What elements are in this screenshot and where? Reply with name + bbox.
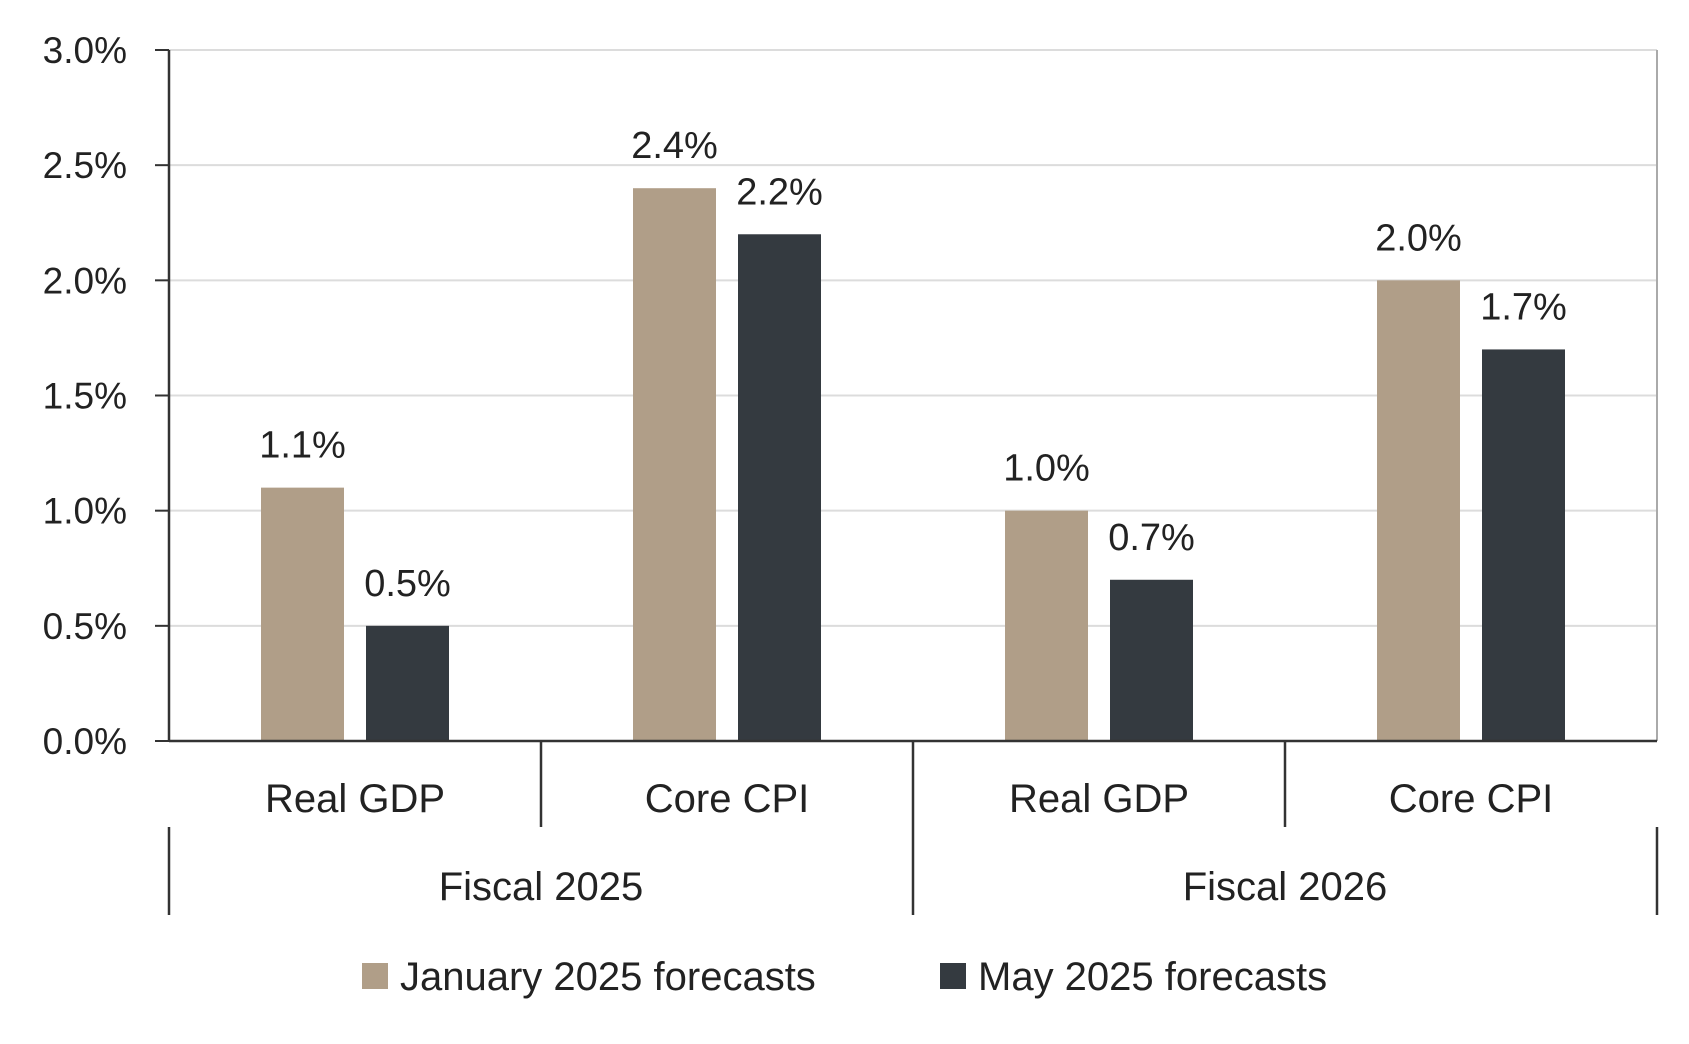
data-label: 0.7% xyxy=(1108,517,1195,559)
bar-january-3 xyxy=(1377,280,1460,741)
bar-january-1 xyxy=(633,188,716,741)
y-tick-label: 0.0% xyxy=(43,721,127,762)
legend-swatch xyxy=(362,963,388,989)
category-label: Core CPI xyxy=(1389,777,1554,821)
category-label: Real GDP xyxy=(265,777,445,821)
bar-may-3 xyxy=(1482,349,1565,741)
group-label: Fiscal 2025 xyxy=(439,865,644,909)
bar-may-2 xyxy=(1110,579,1193,741)
legend-item-may: May 2025 forecasts xyxy=(940,955,1327,999)
bar-january-0 xyxy=(261,487,344,741)
data-label: 1.0% xyxy=(1003,448,1090,490)
bar-january-2 xyxy=(1005,510,1088,741)
bar-may-1 xyxy=(738,234,821,741)
y-tick-label: 1.0% xyxy=(43,491,127,532)
bar-may-0 xyxy=(366,625,449,741)
data-label: 1.1% xyxy=(259,425,346,467)
legend-label: January 2025 forecasts xyxy=(400,955,816,999)
category-label: Real GDP xyxy=(1009,777,1189,821)
data-label: 2.4% xyxy=(631,125,718,167)
data-label: 2.0% xyxy=(1375,217,1462,259)
group-label: Fiscal 2026 xyxy=(1183,865,1388,909)
y-tick-label: 3.0% xyxy=(43,30,127,71)
data-label: 1.7% xyxy=(1480,286,1567,328)
y-tick-label: 2.0% xyxy=(43,260,127,301)
legend-item-january: January 2025 forecasts xyxy=(362,955,816,999)
y-tick-label: 1.5% xyxy=(43,376,127,417)
data-label: 0.5% xyxy=(364,563,451,605)
legend-label: May 2025 forecasts xyxy=(978,955,1327,999)
legend-swatch xyxy=(940,963,966,989)
data-label: 2.2% xyxy=(736,171,823,213)
category-label: Core CPI xyxy=(645,777,810,821)
y-tick-label: 2.5% xyxy=(43,145,127,186)
y-tick-label: 0.5% xyxy=(43,606,127,647)
